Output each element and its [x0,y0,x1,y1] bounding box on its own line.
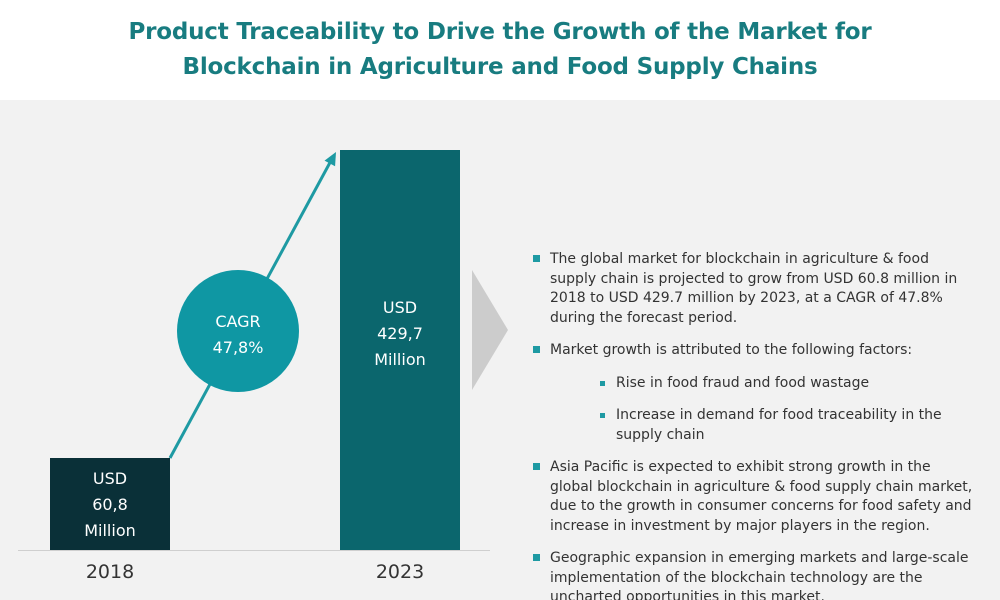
bullet-text: Geographic expansion in emerging markets… [550,550,969,600]
chevron-right-icon [472,270,508,390]
page-title: Product Traceability to Drive the Growth… [128,19,872,80]
x-tick-label: 2018 [86,561,134,583]
bullet-item: Asia Pacific is expected to exhibit stro… [533,458,973,536]
bullet-item: The global market for blockchain in agri… [533,250,973,328]
bullet-item: Market growth is attributed to the follo… [533,341,973,445]
bar-value-label: 429,7 [377,324,423,343]
sub-bullet-item: Increase in demand for food traceability… [550,406,973,445]
header: Product Traceability to Drive the Growth… [0,0,1000,100]
bullet-item: Geographic expansion in emerging markets… [533,549,973,600]
cagr-circle [177,270,299,392]
bar-value-label: USD [93,469,127,488]
market-growth-chart: USD 60,8 Million 2018 USD 429,7 Million 2023 CAG… [18,150,508,583]
sub-bullet-item: Rise in food fraud and food wastage [550,374,973,394]
bar-value-label: USD [383,298,417,317]
sub-bullet-text: Rise in food fraud and food wastage [616,374,870,391]
x-tick-label: 2023 [376,561,424,583]
sub-bullet-square-icon [600,380,605,386]
sub-bullet-list: Rise in food fraud and food wastage Incr… [550,374,973,446]
sub-bullet-square-icon [600,413,605,418]
cagr-label: 47,8% [213,338,264,357]
bullet-list: The global market for blockchain in agri… [533,250,973,600]
bullet-square-icon [533,255,540,262]
bullet-square-icon [533,463,540,470]
bullet-text: The global market for blockchain in agri… [550,251,958,326]
content-panel: USD 60,8 Million 2018 USD 429,7 Million 2023 CAG… [0,100,1000,600]
bullet-square-icon [533,346,540,353]
bar-value-label: Million [374,350,426,369]
cagr-label: CAGR [215,312,260,331]
bullet-text: Market growth is attributed to the follo… [550,342,913,358]
bar-2018 [50,458,170,550]
bar-2023 [340,150,460,550]
arrow-head-icon [324,152,336,167]
bar-value-label: Million [84,521,136,540]
bullet-text: Asia Pacific is expected to exhibit stro… [550,459,973,534]
sub-bullet-text: Increase in demand for food traceability… [616,407,942,443]
bar-value-label: 60,8 [92,495,128,514]
bullet-square-icon [533,554,540,561]
